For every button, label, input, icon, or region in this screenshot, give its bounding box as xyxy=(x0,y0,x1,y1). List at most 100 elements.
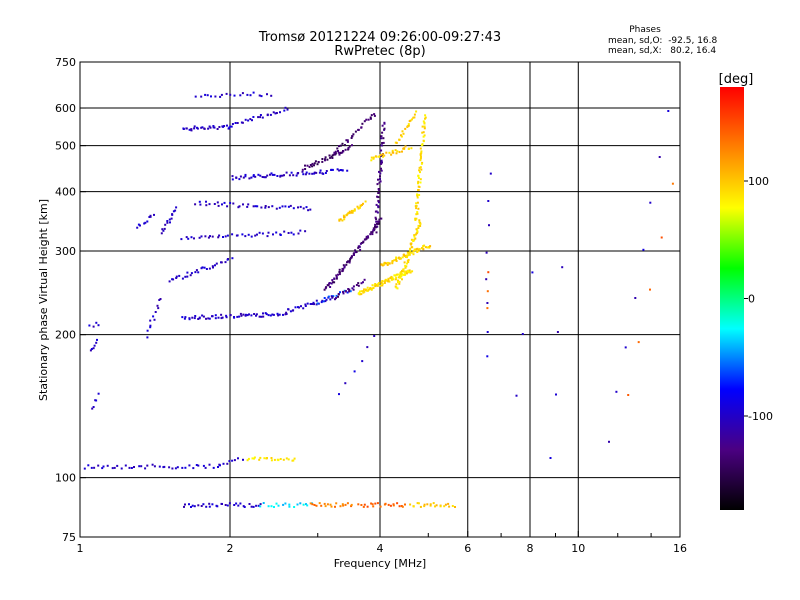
data-point xyxy=(408,270,411,273)
data-point xyxy=(266,457,268,459)
data-point xyxy=(390,153,393,156)
data-point xyxy=(363,288,366,291)
data-point xyxy=(376,195,379,198)
data-point xyxy=(195,269,198,272)
data-point xyxy=(217,236,220,239)
data-point xyxy=(313,171,316,174)
data-point xyxy=(226,462,229,465)
data-point xyxy=(375,284,378,287)
data-point xyxy=(365,237,368,240)
data-point xyxy=(194,203,197,206)
data-point xyxy=(356,205,359,208)
data-point xyxy=(336,147,339,150)
data-point xyxy=(188,503,190,506)
data-point xyxy=(419,147,422,150)
data-point xyxy=(360,293,363,296)
data-point xyxy=(229,125,232,128)
data-point xyxy=(327,295,330,298)
data-point xyxy=(405,272,408,275)
data-point xyxy=(357,128,360,131)
data-point xyxy=(207,236,210,239)
data-point xyxy=(348,210,351,213)
data-point xyxy=(420,168,423,171)
data-point xyxy=(124,464,127,467)
x-tick-label: 16 xyxy=(673,542,687,555)
data-point xyxy=(201,314,204,317)
colorbar-tick-label: 0 xyxy=(748,293,755,306)
data-point xyxy=(358,206,361,209)
data-point xyxy=(413,234,416,237)
data-point xyxy=(213,203,216,205)
data-point xyxy=(225,314,228,317)
data-point xyxy=(267,231,270,234)
data-point xyxy=(416,193,419,196)
data-point xyxy=(371,233,374,236)
data-point xyxy=(154,311,157,313)
data-point xyxy=(287,458,290,461)
data-point xyxy=(272,313,275,316)
data-point xyxy=(348,145,351,148)
data-point xyxy=(315,504,318,507)
data-point xyxy=(331,157,334,159)
data-point xyxy=(344,144,346,147)
data-point xyxy=(401,130,404,133)
data-point xyxy=(451,505,454,507)
data-point xyxy=(270,505,273,508)
data-point xyxy=(219,464,221,467)
data-point xyxy=(153,318,156,321)
data-point xyxy=(415,213,418,216)
data-point xyxy=(389,504,392,507)
data-point xyxy=(186,271,189,274)
data-point xyxy=(404,503,406,506)
data-point xyxy=(302,503,305,506)
data-point xyxy=(275,231,278,234)
data-point xyxy=(384,262,387,265)
data-point xyxy=(175,275,178,278)
data-point xyxy=(380,167,382,170)
data-point xyxy=(308,172,311,175)
data-point xyxy=(367,236,370,239)
data-point xyxy=(422,248,425,251)
data-point xyxy=(180,238,183,241)
data-point xyxy=(387,503,390,506)
data-point xyxy=(365,289,367,292)
data-point xyxy=(197,464,200,467)
data-point xyxy=(608,440,610,443)
data-point xyxy=(297,306,299,309)
data-point xyxy=(372,229,375,232)
data-point xyxy=(102,465,105,468)
data-point xyxy=(242,176,245,179)
data-point xyxy=(255,504,258,507)
data-point xyxy=(273,173,276,176)
data-point xyxy=(190,236,193,239)
data-point xyxy=(404,273,407,276)
data-point xyxy=(419,178,422,181)
chart-subtitle: RwPretec (8p) xyxy=(334,44,425,59)
data-point xyxy=(335,502,338,505)
data-point xyxy=(190,129,193,132)
data-point xyxy=(321,160,324,163)
data-point xyxy=(244,175,247,178)
data-point xyxy=(374,223,377,226)
data-point xyxy=(302,207,305,210)
data-point xyxy=(370,159,373,162)
data-point xyxy=(637,341,640,344)
data-point xyxy=(205,505,208,508)
data-point xyxy=(369,233,372,236)
data-point xyxy=(428,246,431,249)
data-point xyxy=(429,504,432,507)
data-point xyxy=(667,110,670,112)
data-point xyxy=(136,226,139,229)
data-point xyxy=(265,313,268,316)
data-point xyxy=(258,231,261,234)
data-point xyxy=(209,235,211,238)
data-point xyxy=(146,220,149,223)
data-point xyxy=(384,502,387,505)
data-point xyxy=(226,124,228,127)
data-point xyxy=(400,134,402,137)
data-point xyxy=(263,176,266,179)
data-point xyxy=(345,263,348,266)
data-point xyxy=(287,205,290,208)
data-point xyxy=(380,169,383,172)
data-point xyxy=(417,249,420,252)
